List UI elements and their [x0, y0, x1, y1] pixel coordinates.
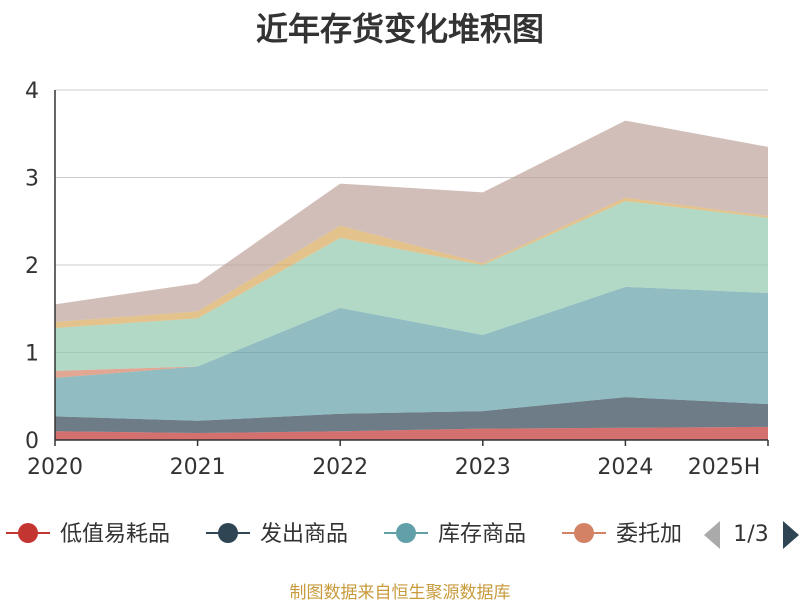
x-tick-label: 2020	[27, 455, 83, 480]
legend-item[interactable]: 发出商品	[206, 522, 348, 547]
legend-pager[interactable]: 1/3	[704, 521, 799, 549]
y-tick-label: 0	[25, 429, 39, 454]
legend[interactable]: 低值易耗品 发出商品 库存商品 委托加 1/3	[6, 521, 799, 549]
x-tick-label: 2024	[597, 455, 653, 480]
legend-marker-icon	[18, 523, 38, 543]
legend-item[interactable]: 委托加	[562, 522, 682, 547]
y-tick-label: 2	[25, 254, 39, 279]
legend-label: 委托加	[616, 522, 682, 547]
series-area	[55, 120, 768, 322]
series-area	[55, 426, 768, 440]
series-area	[55, 286, 768, 378]
data-source-note: 制图数据来自恒生聚源数据库	[289, 583, 511, 603]
pager-text: 1/3	[733, 522, 768, 547]
y-tick-label: 4	[25, 79, 39, 104]
series-area	[55, 286, 768, 421]
legend-marker-icon	[396, 523, 416, 543]
series-area	[55, 397, 768, 433]
x-tick-label: 2023	[455, 455, 511, 480]
y-tick-label: 3	[25, 167, 39, 192]
pager-prev-icon[interactable]	[704, 521, 720, 549]
series-area	[55, 201, 768, 371]
legend-marker-icon	[218, 523, 238, 543]
series-areas	[55, 120, 768, 440]
legend-label: 库存商品	[438, 522, 526, 547]
legend-label: 低值易耗品	[60, 522, 170, 547]
legend-item[interactable]: 低值易耗品	[6, 522, 170, 547]
chart-title: 近年存货变化堆积图	[255, 10, 544, 48]
series-area	[55, 197, 768, 328]
legend-marker-icon	[574, 523, 594, 543]
x-tick-label: 2022	[312, 455, 368, 480]
pager-next-icon[interactable]	[783, 521, 799, 549]
legend-label: 发出商品	[260, 522, 348, 547]
y-tick-label: 1	[25, 342, 39, 367]
x-tick-label: 2021	[170, 455, 226, 480]
legend-item[interactable]: 库存商品	[384, 522, 526, 547]
x-tick-label: 2025H	[688, 455, 761, 480]
axes: 0 1 2 3 4 2020 2021 2022 2023 2024 2025H	[25, 79, 769, 480]
